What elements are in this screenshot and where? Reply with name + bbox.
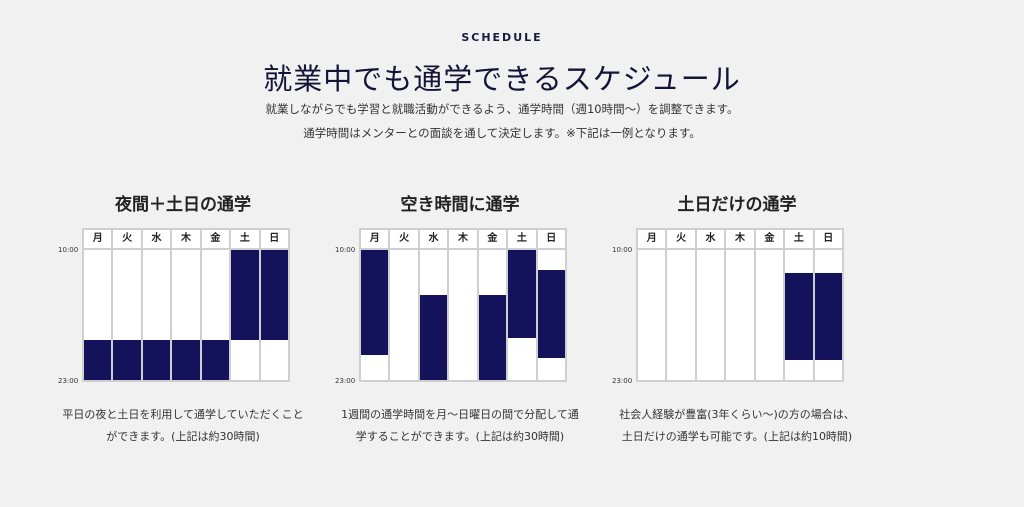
panel-title: 夜間＋土日の通学 (115, 195, 251, 215)
day-body (113, 250, 141, 380)
schedule-block (231, 250, 259, 340)
day-column: 土 (785, 230, 815, 380)
day-label: 月 (361, 230, 389, 250)
day-label: 水 (696, 230, 725, 250)
panel-title: 土日だけの通学 (677, 195, 797, 215)
schedule-block (478, 295, 507, 380)
day-column: 木 (726, 230, 756, 380)
day-label: 金 (478, 230, 507, 250)
day-column: 土 (231, 230, 261, 380)
day-column: 水 (142, 230, 173, 380)
day-body (84, 250, 112, 380)
schedule-block (361, 250, 389, 355)
day-body (638, 250, 665, 380)
day-body (361, 250, 389, 380)
day-body (478, 250, 507, 380)
day-body (172, 250, 200, 380)
day-label: 木 (726, 230, 754, 250)
day-column: 土 (508, 230, 538, 380)
day-column: 水 (419, 230, 450, 380)
day-body (537, 250, 565, 380)
day-label: 月 (638, 230, 666, 250)
panel-caption: 平日の夜と土日を利用して通学していただくことができます。(上記は約30時間) (62, 408, 304, 443)
day-label: 火 (667, 230, 695, 250)
day-column: 火 (390, 230, 420, 380)
day-label: 木 (449, 230, 477, 250)
schedule-block (537, 270, 565, 358)
day-label: 土 (508, 230, 536, 250)
day-label: 日 (537, 230, 565, 250)
day-column: 木 (449, 230, 479, 380)
schedule-grid: 月火水木金土日 (636, 228, 844, 382)
day-column: 水 (696, 230, 727, 380)
schedule-grid: 月火水木金土日 (359, 228, 567, 382)
panel-title: 空き時間に通学 (400, 195, 520, 215)
day-column: 木 (172, 230, 202, 380)
day-column: 金 (755, 230, 786, 380)
day-label: 日 (814, 230, 842, 250)
day-body (390, 250, 417, 380)
day-label: 水 (419, 230, 448, 250)
time-label-start: 10:00 (335, 246, 356, 254)
time-label-end: 23:00 (335, 377, 356, 385)
time-label-end: 23:00 (612, 377, 633, 385)
day-column: 日 (260, 230, 288, 380)
time-label-end: 23:00 (58, 377, 79, 385)
day-body (201, 250, 230, 380)
day-column: 日 (814, 230, 842, 380)
day-body (260, 250, 288, 380)
day-column: 月 (84, 230, 114, 380)
schedule-block (113, 340, 141, 380)
schedule-grid: 月火水木金土日 (82, 228, 290, 382)
day-body (419, 250, 448, 380)
day-body (726, 250, 753, 380)
day-body (508, 250, 536, 380)
day-body (785, 250, 813, 380)
page-subtitle-2: 通学時間はメンターとの面談を通して決定します。※下記は一例となります。 (303, 126, 701, 140)
day-column: 火 (667, 230, 697, 380)
day-body (449, 250, 476, 380)
day-label: 金 (201, 230, 230, 250)
day-label: 木 (172, 230, 200, 250)
day-column: 月 (361, 230, 391, 380)
schedule-block (84, 340, 112, 380)
day-label: 火 (113, 230, 141, 250)
day-label: 水 (142, 230, 171, 250)
day-body (142, 250, 171, 380)
day-body (667, 250, 694, 380)
page-subtitle-1: 就業しながらでも学習と就職活動ができるよう、通学時間（週10時間〜）を調整できま… (265, 102, 739, 116)
day-column: 月 (638, 230, 668, 380)
time-label-start: 10:00 (612, 246, 633, 254)
schedule-block (419, 295, 448, 380)
schedule-block (814, 272, 842, 360)
day-column: 金 (478, 230, 509, 380)
day-body (756, 250, 783, 380)
day-label: 土 (231, 230, 259, 250)
page-title: 就業中でも通学できるスケジュール (263, 62, 741, 96)
day-label: 火 (390, 230, 418, 250)
day-label: 土 (785, 230, 813, 250)
schedule-block (142, 340, 171, 380)
time-label-start: 10:00 (58, 246, 79, 254)
day-body (697, 250, 724, 380)
schedule-block (201, 340, 230, 380)
day-label: 日 (260, 230, 288, 250)
day-column: 金 (201, 230, 232, 380)
schedule-block (260, 250, 288, 340)
schedule-block (172, 340, 200, 380)
schedule-block (508, 250, 536, 338)
section-eyebrow: SCHEDULE (461, 31, 543, 44)
day-body (814, 250, 842, 380)
day-column: 日 (537, 230, 565, 380)
day-label: 月 (84, 230, 112, 250)
panel-caption: 1週間の通学時間を月〜日曜日の間で分配して通学することができます。(上記は約30… (341, 408, 579, 443)
day-column: 火 (113, 230, 143, 380)
day-label: 金 (755, 230, 784, 250)
day-body (231, 250, 259, 380)
schedule-block (785, 272, 813, 360)
panel-caption: 社会人経験が豊富(3年くらい〜)の方の場合は、土日だけの通学も可能です。(上記は… (619, 408, 855, 443)
